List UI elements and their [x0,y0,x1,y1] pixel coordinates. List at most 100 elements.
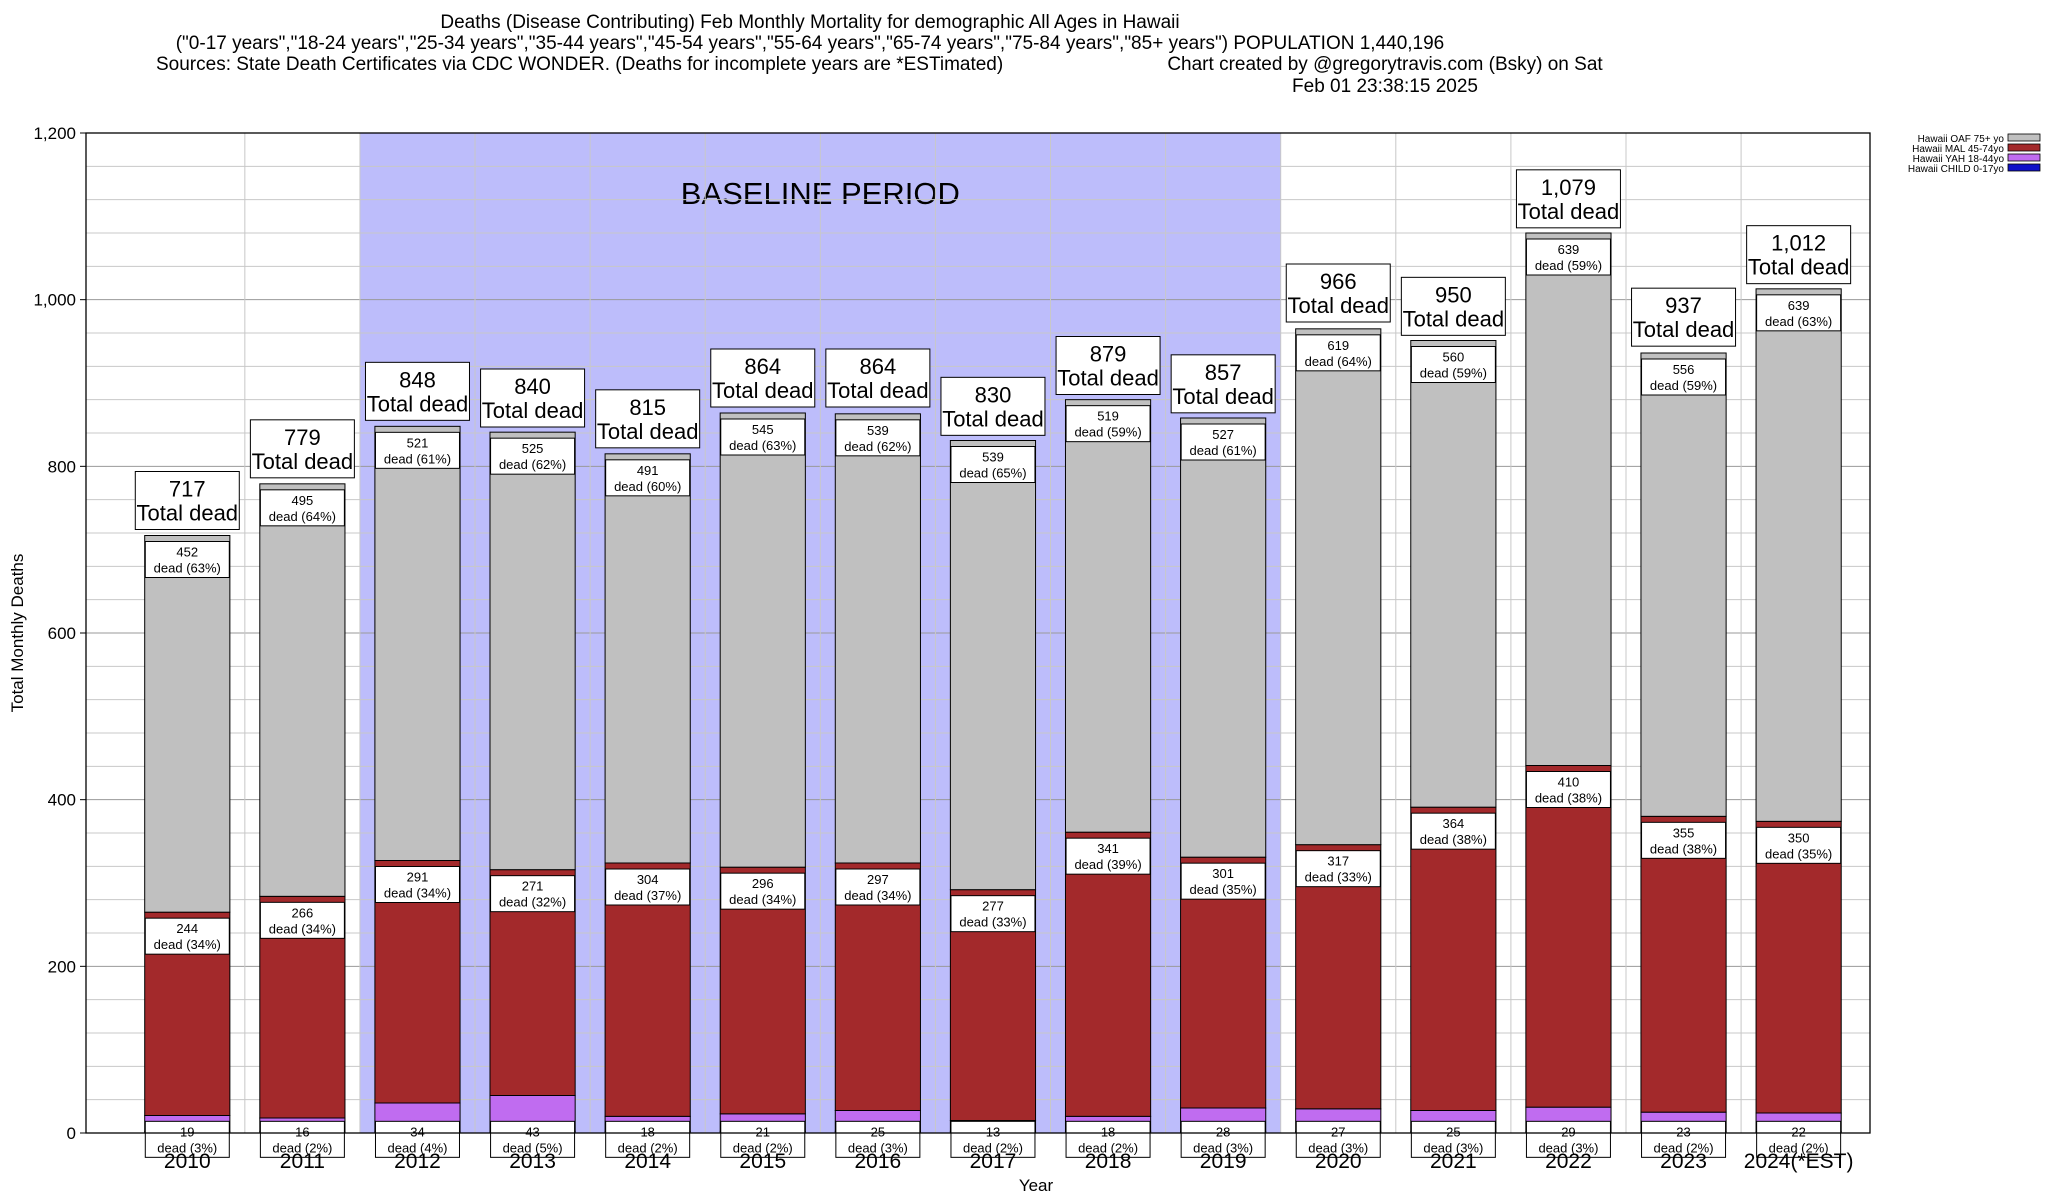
total-label-value: 815 [629,395,666,420]
bar-segment-hawaii-mal-45-74yo [1295,844,1382,1110]
segment-label-box [1295,850,1381,888]
total-label-value: 857 [1205,360,1242,385]
segment-label-box [374,1120,460,1158]
segment-label-value: 25 [871,1124,885,1139]
segment-label-box [259,489,345,527]
y-tick-label: 200 [48,957,76,976]
bar-segment-hawaii-mal-45-74yo [1410,806,1497,1112]
bar-segment-hawaii-oaf-75-yo [259,483,346,897]
segment-label-box [950,895,1036,933]
segment-label-percent: dead (2%) [733,1140,793,1155]
x-tick-label: 2021 [1430,1150,1477,1173]
segment-label-value: 341 [1097,841,1119,856]
bar-segment-hawaii-oaf-75-yo [1640,352,1727,817]
segment-label-value: 18 [1101,1124,1115,1139]
segment-label-value: 271 [522,879,544,894]
bar-segment-hawaii-oaf-75-yo [374,425,461,861]
segment-label-percent: dead (2%) [1654,1140,1714,1155]
segment-label-percent: dead (38%) [1535,791,1602,806]
bar-segment-hawaii-oaf-75-yo [1755,288,1842,822]
legend-swatch [2007,153,2041,162]
bar-segment-hawaii-oaf-75-yo [1295,328,1382,846]
segment-label-percent: dead (63%) [729,438,796,453]
legend-entry-label: Hawaii MAL 45-74yo [1912,144,2004,155]
x-tick-label: 2019 [1200,1150,1247,1173]
total-label-suffix: Total dead [1287,293,1389,318]
segment-label-percent: dead (34%) [154,937,221,952]
total-label-value: 937 [1665,293,1702,318]
legend-entry-label: Hawaii YAH 18-44yo [1913,154,2005,165]
segment-label-percent: dead (34%) [729,892,796,907]
segment-label-value: 28 [1216,1124,1230,1139]
segment-label-value: 16 [295,1124,309,1139]
x-tick-label: 2010 [164,1150,211,1173]
segment-label-box [1295,334,1381,372]
segment-label-percent: dead (3%) [1538,1140,1598,1155]
segment-label-value: 545 [752,422,774,437]
total-label-box [134,471,240,530]
bar-segment-hawaii-oaf-75-yo [719,412,806,868]
segment-label-box [1180,862,1266,900]
segment-label-percent: dead (61%) [384,451,451,466]
segment-label-box [1410,812,1496,850]
total-label-suffix: Total dead [1633,317,1735,342]
chart-subtitle-age-groups: ("0-17 years","18-24 years","25-34 years… [175,33,1445,54]
segment-label-percent: dead (3%) [848,1140,908,1155]
segment-label-value: 301 [1212,866,1234,881]
legend-entry-label: Hawaii OAF 75+ yo [1918,134,2005,145]
total-label-value: 830 [975,382,1012,407]
segment-label-box [259,901,345,939]
segment-label-percent: dead (61%) [1190,443,1257,458]
segment-label-percent: dead (38%) [1420,832,1487,847]
bar-segment-hawaii-oaf-75-yo [604,453,691,864]
segment-label-box [1065,1120,1151,1158]
total-label-suffix: Total dead [942,406,1044,431]
chart-sources-note: Sources: State Death Certificates via CD… [156,54,1004,75]
segment-label-value: 34 [410,1124,424,1139]
segment-label-value: 297 [867,872,889,887]
bar-segment-hawaii-mal-45-74yo [1755,820,1842,1114]
segment-label-value: 521 [407,435,429,450]
segment-label-value: 560 [1442,350,1464,365]
segment-label-percent: dead (38%) [1650,841,1717,856]
total-label-suffix: Total dead [1172,384,1274,409]
segment-label-box [1410,1120,1496,1158]
segment-label-value: 18 [640,1124,654,1139]
y-axis-title: Total Monthly Deaths [8,554,27,713]
total-label-value: 717 [169,477,206,502]
segment-label-value: 410 [1558,775,1580,790]
x-tick-label: 2016 [855,1150,902,1173]
bar-segment-hawaii-oaf-75-yo [489,431,576,871]
y-tick-label: 600 [48,624,76,643]
total-label-box [364,361,470,421]
segment-label-box [490,437,576,475]
segment-label-box [1525,238,1611,276]
bar-segment-hawaii-mal-45-74yo [1064,831,1152,1117]
legend-swatch [2007,133,2041,142]
segment-label-value: 266 [292,905,314,920]
segment-label-box [1641,821,1727,859]
total-label-suffix: Total dead [597,419,699,444]
segment-label-value: 491 [637,463,659,478]
segment-label-value: 277 [982,899,1004,914]
total-label-value: 840 [514,374,551,399]
segment-label-value: 639 [1558,242,1580,257]
total-label-box [1631,287,1737,347]
total-label-value: 848 [399,367,436,392]
total-label-box [1400,276,1506,336]
bar-segment-hawaii-oaf-75-yo [144,535,231,913]
total-label-suffix: Total dead [1057,366,1159,391]
segment-label-value: 27 [1331,1124,1345,1139]
segment-label-box [605,459,691,497]
segment-label-percent: dead (65%) [959,466,1026,481]
segment-label-percent: dead (34%) [269,921,336,936]
total-label-suffix: Total dead [482,398,584,423]
segment-label-box [835,419,921,457]
segment-label-value: 619 [1327,338,1349,353]
segment-label-value: 291 [407,870,429,885]
segment-label-box [1525,1120,1611,1158]
y-tick-label: 1,000 [33,291,76,310]
total-label-suffix: Total dead [1518,199,1620,224]
total-label-box [710,348,816,408]
